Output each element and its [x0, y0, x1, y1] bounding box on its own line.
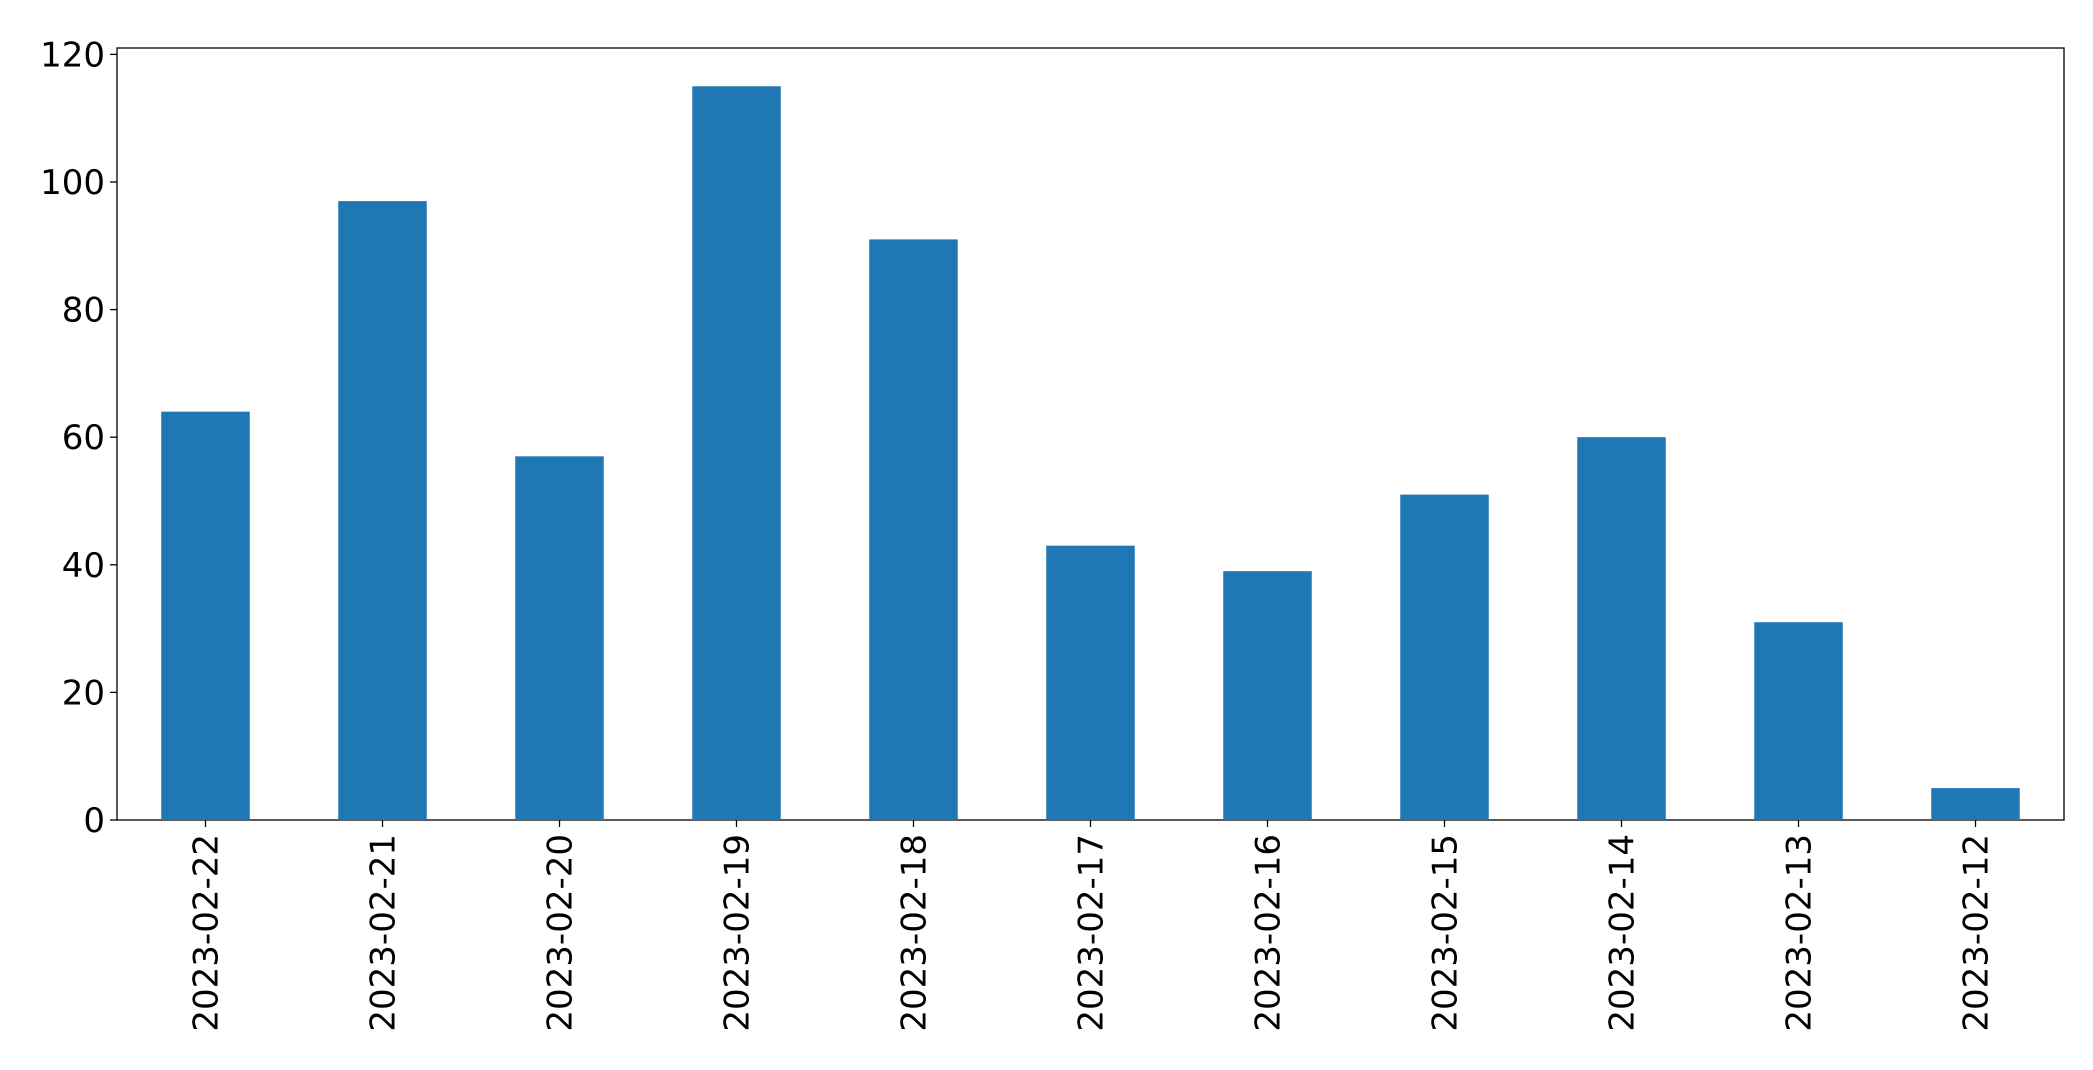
x-tick-label: 2023-02-15 [1426, 834, 1466, 1032]
y-tick-label: 60 [62, 418, 105, 458]
x-tick-label: 2023-02-16 [1249, 834, 1289, 1032]
bar [1223, 571, 1312, 820]
x-tick-label: 2023-02-20 [541, 834, 581, 1032]
y-tick-label: 20 [62, 673, 105, 713]
x-tick-label: 2023-02-17 [1072, 834, 1112, 1032]
x-tick-label: 2023-02-14 [1603, 834, 1643, 1032]
y-tick-label: 40 [62, 546, 105, 586]
bar [161, 411, 250, 820]
bar [1046, 545, 1135, 820]
bar [1931, 788, 2020, 820]
x-tick-label: 2023-02-22 [187, 834, 227, 1032]
bar [692, 86, 781, 820]
bar [869, 239, 958, 820]
x-tick-label: 2023-02-12 [1957, 834, 1997, 1032]
y-tick-label: 80 [62, 291, 105, 331]
x-tick-label: 2023-02-18 [895, 834, 935, 1032]
bar [1754, 622, 1843, 820]
y-tick-label: 0 [83, 801, 105, 841]
x-tick-label: 2023-02-19 [718, 834, 758, 1032]
x-tick-label: 2023-02-21 [364, 834, 404, 1032]
y-tick-label: 120 [40, 35, 105, 75]
bar [1577, 437, 1666, 820]
bar [338, 201, 427, 820]
x-tick-label: 2023-02-13 [1780, 834, 1820, 1032]
y-tick-label: 100 [40, 163, 105, 203]
bar [515, 456, 604, 820]
bar [1400, 494, 1489, 820]
